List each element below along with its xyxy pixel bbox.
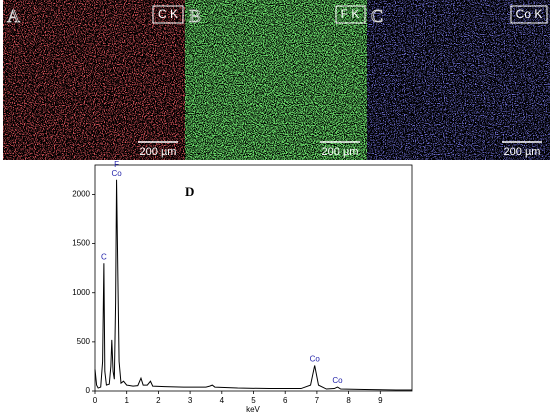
- element-label: F K: [341, 7, 360, 21]
- label-box: [335, 5, 366, 24]
- map-dots: [185, 0, 367, 160]
- scale-label: 200 µm: [322, 146, 359, 158]
- spectrum-line: [94, 179, 412, 391]
- x-axis-label: keV: [246, 405, 260, 414]
- label-box: [510, 5, 548, 24]
- map-dots: [367, 0, 550, 160]
- element-label: C K: [158, 7, 178, 21]
- panel-label: B: [189, 6, 201, 26]
- x-tick-label: 0: [93, 396, 98, 405]
- y-tick-label: 1000: [72, 288, 90, 297]
- x-tick-label: 7: [315, 396, 320, 405]
- peak-label: C: [101, 252, 107, 261]
- peak-label: Co: [111, 169, 122, 178]
- x-tick-label: 3: [188, 396, 193, 405]
- scale-label: 200 µm: [504, 146, 541, 158]
- x-tick-label: 6: [283, 396, 288, 405]
- x-tick-label: 2: [156, 396, 161, 405]
- element-label: Co K: [516, 7, 543, 21]
- x-tick-label: 9: [378, 396, 383, 405]
- panel-label: A: [7, 6, 20, 26]
- plot-frame: [94, 164, 413, 392]
- x-tick-label: 1: [124, 396, 129, 405]
- map-dots: [3, 0, 185, 160]
- x-tick-label: 8: [346, 396, 351, 405]
- map-b: B F K 200 µm: [185, 0, 367, 160]
- chart-label: D: [185, 184, 194, 199]
- scale-label: 200 µm: [140, 146, 177, 158]
- y-tick-label: 0: [86, 386, 91, 395]
- peak-label: Co: [310, 355, 321, 364]
- map-a: A C K 200 µm: [3, 0, 185, 160]
- y-tick-label: 2000: [72, 190, 90, 199]
- peak-label: F: [114, 160, 119, 169]
- y-tick-label: 500: [77, 337, 91, 346]
- panel-label: C: [371, 6, 383, 26]
- x-tick-label: 5: [251, 396, 256, 405]
- x-tick-label: 4: [220, 396, 225, 405]
- peak-label: Co: [332, 376, 343, 385]
- y-tick-label: 1500: [72, 239, 90, 248]
- map-c: C Co K 200 µm: [367, 0, 550, 160]
- label-box: [152, 5, 184, 24]
